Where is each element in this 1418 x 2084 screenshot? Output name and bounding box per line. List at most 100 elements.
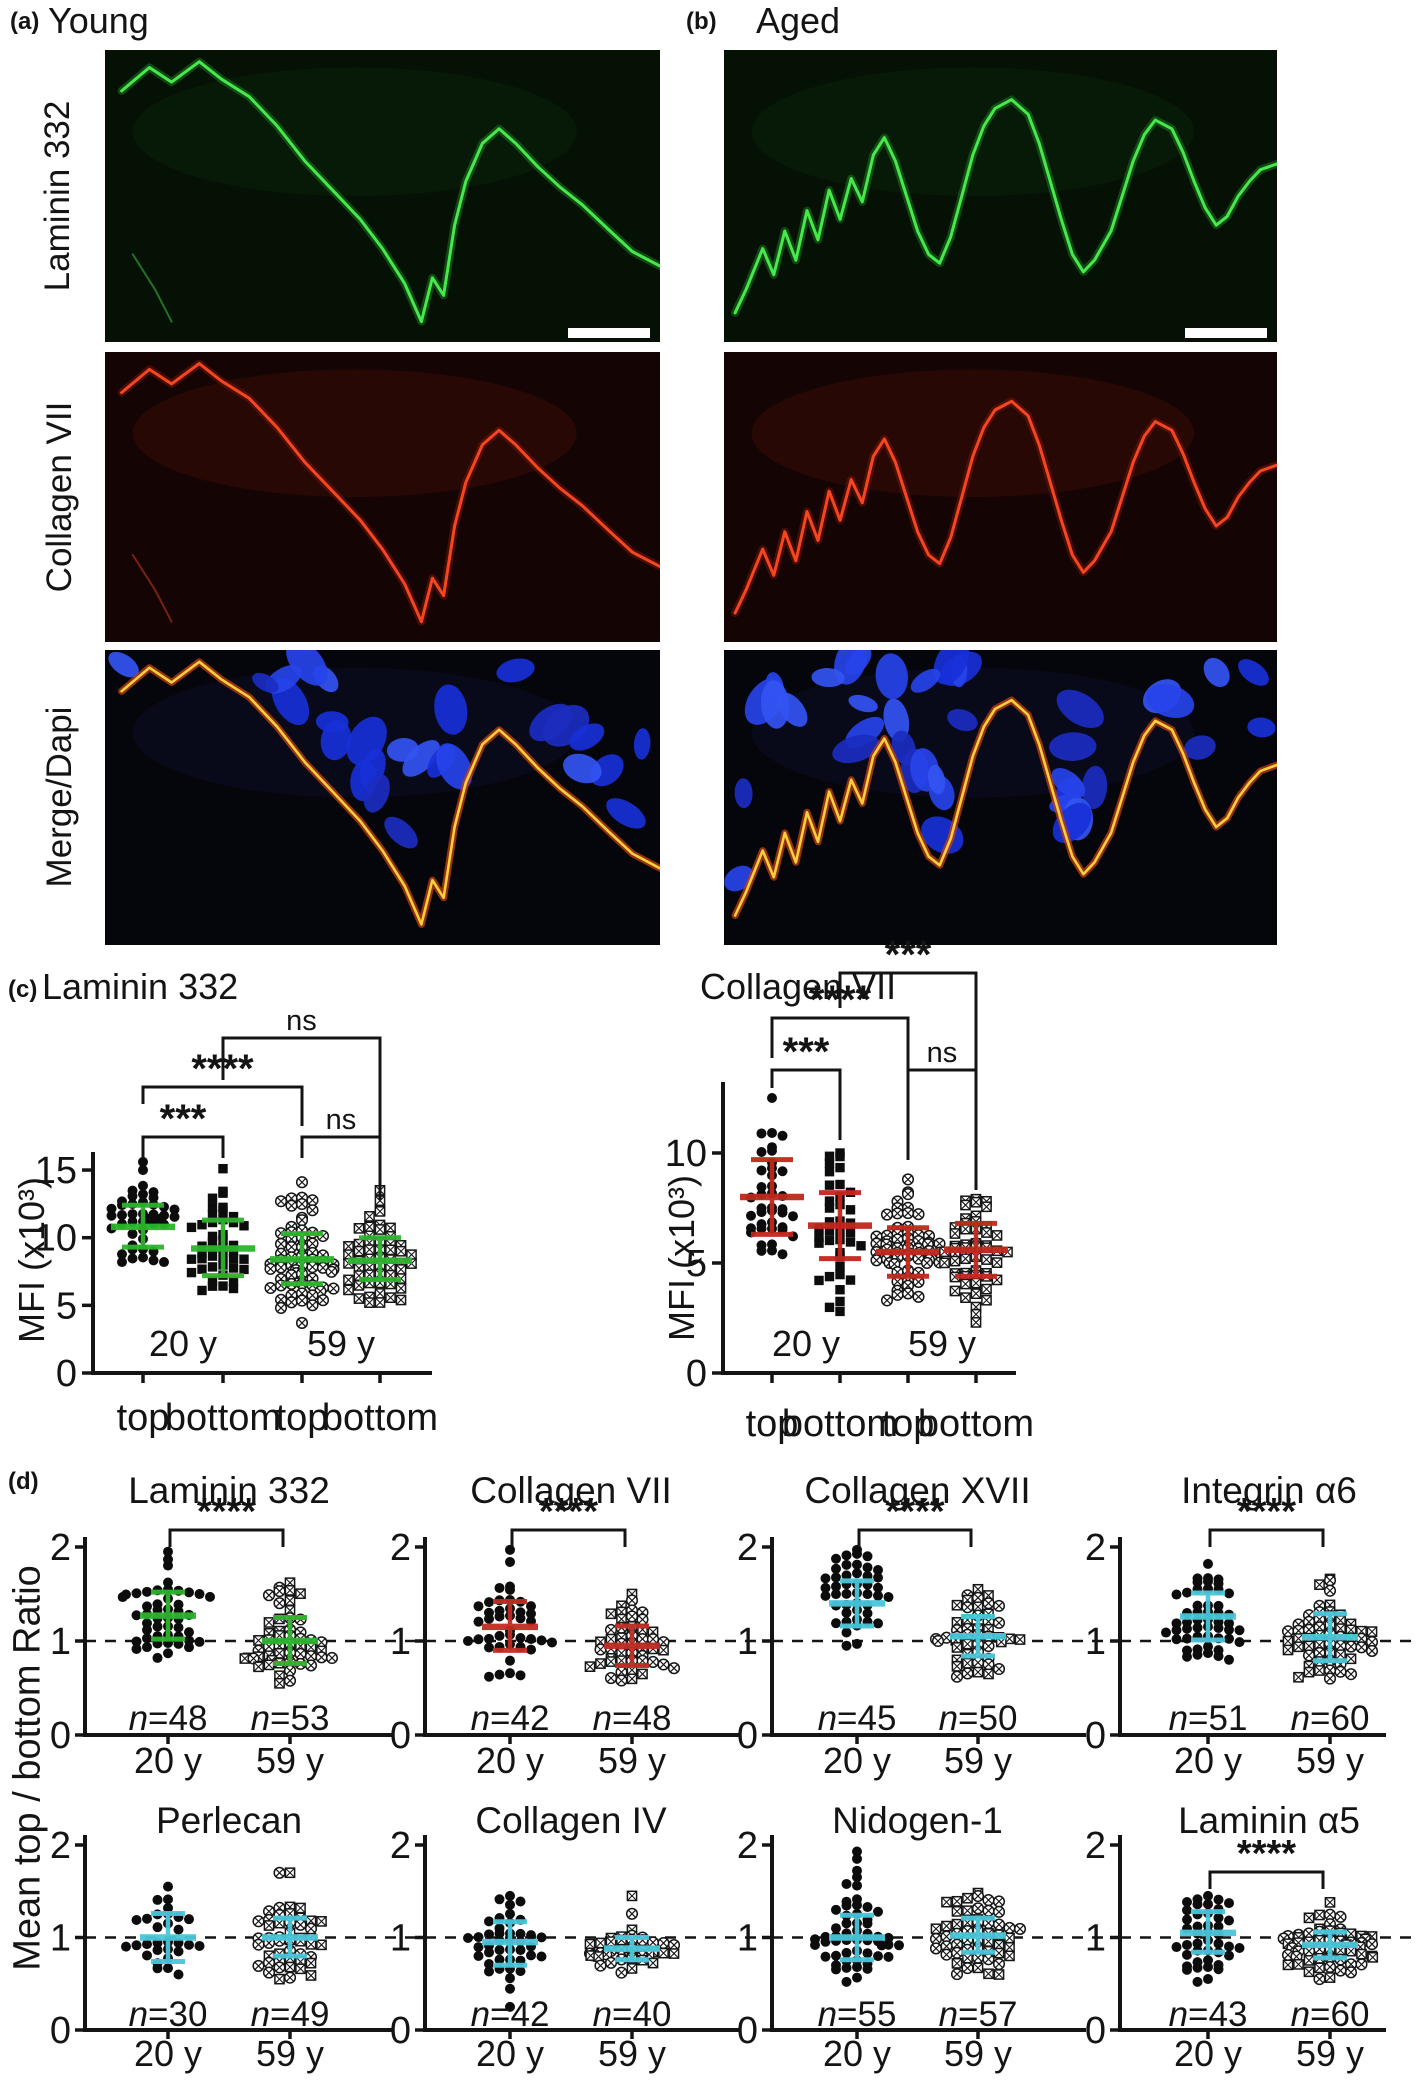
svg-text:2: 2 (50, 1825, 71, 1867)
svg-text:n=48: n=48 (129, 1699, 208, 1738)
swarm-points (239, 1577, 339, 1689)
panel-c-title-left: Laminin 332 (42, 966, 239, 1007)
micrograph-image (724, 352, 1281, 642)
swarm-points (1161, 1558, 1245, 1665)
mean-sd-errorbar (1180, 1909, 1236, 1955)
mean-sd-errorbar (950, 1614, 1006, 1659)
row-label-collagen-vii: Collagen VII (40, 401, 79, 593)
svg-text:0: 0 (50, 2010, 71, 2052)
mean-sd-errorbar (829, 1578, 885, 1629)
svg-text:n=43: n=43 (1169, 1995, 1248, 2034)
svg-text:0: 0 (686, 1353, 707, 1395)
swarm-points (583, 1890, 681, 1979)
svg-text:5: 5 (56, 1285, 77, 1327)
svg-text:n=49: n=49 (251, 1995, 330, 2034)
svg-text:****: **** (197, 1491, 256, 1533)
swarm-points (820, 1544, 894, 1651)
svg-text:20 y: 20 y (823, 2033, 891, 2074)
svg-text:****: **** (885, 1491, 944, 1533)
swarm-points (929, 1583, 1026, 1683)
svg-text:20 y: 20 y (772, 1323, 840, 1364)
svg-text:n=50: n=50 (939, 1699, 1018, 1738)
mean-sd-errorbar (262, 1615, 318, 1667)
svg-text:n=57: n=57 (939, 1995, 1018, 2034)
dapi-nuclei (108, 640, 651, 849)
svg-text:59 y: 59 y (598, 2033, 666, 2074)
micrograph-collagen7-young (105, 352, 664, 647)
svg-text:bottom: bottom (918, 1403, 1034, 1445)
mean-sd-errorbar (262, 1915, 318, 1959)
svg-text:0: 0 (1085, 1715, 1106, 1757)
mean-sd-errorbar (808, 1190, 872, 1262)
svg-text:Perlecan: Perlecan (156, 1800, 302, 1841)
svg-text:0: 0 (390, 1715, 411, 1757)
svg-text:59 y: 59 y (256, 1740, 324, 1781)
mean-sd-errorbar (111, 1202, 175, 1250)
svg-text:1: 1 (737, 1621, 758, 1663)
svg-text:20 y: 20 y (823, 1740, 891, 1781)
svg-text:20 y: 20 y (1174, 1740, 1242, 1781)
svg-text:***: *** (783, 1030, 830, 1074)
svg-text:****: **** (539, 1491, 598, 1533)
svg-text:1: 1 (50, 1621, 71, 1663)
svg-text:n=60: n=60 (1291, 1699, 1370, 1738)
scale-bar (568, 328, 650, 338)
swarm-points (584, 1588, 681, 1687)
svg-text:Laminin 332: Laminin 332 (128, 1470, 330, 1511)
svg-text:Collagen VII: Collagen VII (470, 1470, 672, 1511)
row-label-merge-dapi: Merge/Dapi (40, 706, 79, 888)
mean-sd-errorbar (482, 1599, 538, 1653)
svg-text:0: 0 (56, 1353, 77, 1395)
svg-text:1: 1 (737, 1918, 758, 1960)
mean-sd-errorbar (270, 1231, 334, 1287)
svg-text:59 y: 59 y (307, 1323, 375, 1364)
swarm-points (810, 1846, 904, 1987)
svg-text:1: 1 (390, 1918, 411, 1960)
mean-sd-errorbar (348, 1235, 412, 1283)
svg-text:Integrin α6: Integrin α6 (1181, 1470, 1357, 1511)
svg-text:2: 2 (50, 1527, 71, 1569)
panel-d-label: (d) (8, 1468, 39, 1495)
swarm-points (1277, 1897, 1379, 1986)
panel-b-title: Aged (756, 0, 841, 41)
mean-sd-errorbar (1302, 1929, 1358, 1961)
svg-text:bottom: bottom (322, 1397, 438, 1439)
mean-sd-errorbar (140, 1589, 196, 1642)
micrograph-image (105, 352, 664, 642)
mean-sd-errorbar (604, 1623, 660, 1668)
mean-sd-errorbar (876, 1225, 940, 1279)
svg-text:bottom: bottom (165, 1397, 281, 1439)
swarm-points (929, 1887, 1027, 1981)
svg-text:top: top (117, 1397, 170, 1439)
svg-text:20 y: 20 y (149, 1323, 217, 1364)
svg-text:2: 2 (1085, 1527, 1106, 1569)
svg-text:59 y: 59 y (908, 1323, 976, 1364)
svg-text:n=30: n=30 (129, 1995, 208, 2034)
svg-text:2: 2 (1085, 1825, 1106, 1867)
svg-text:59 y: 59 y (1296, 2033, 1364, 2074)
swarm-points (186, 1163, 249, 1296)
svg-text:****: **** (191, 1047, 254, 1091)
svg-text:top: top (276, 1397, 329, 1439)
c-left-y-axis-label: MFI (x10³) (11, 1177, 52, 1343)
mean-sd-errorbar (1302, 1611, 1358, 1664)
svg-text:20 y: 20 y (476, 2033, 544, 2074)
swarm-points (1171, 1890, 1245, 1987)
svg-text:20 y: 20 y (476, 1740, 544, 1781)
svg-text:0: 0 (1085, 2010, 1106, 2052)
svg-text:Collagen IV: Collagen IV (475, 1800, 667, 1841)
svg-text:n=48: n=48 (593, 1699, 672, 1738)
d-y-axis-label: Mean top / bottom Ratio (6, 1565, 49, 1971)
svg-text:***: *** (160, 1097, 207, 1141)
micrograph-image (724, 50, 1281, 342)
mean-sd-errorbar (191, 1217, 255, 1279)
svg-text:1: 1 (390, 1621, 411, 1663)
mean-sd-errorbar (944, 1220, 1008, 1279)
swarm-points (1281, 1573, 1379, 1685)
